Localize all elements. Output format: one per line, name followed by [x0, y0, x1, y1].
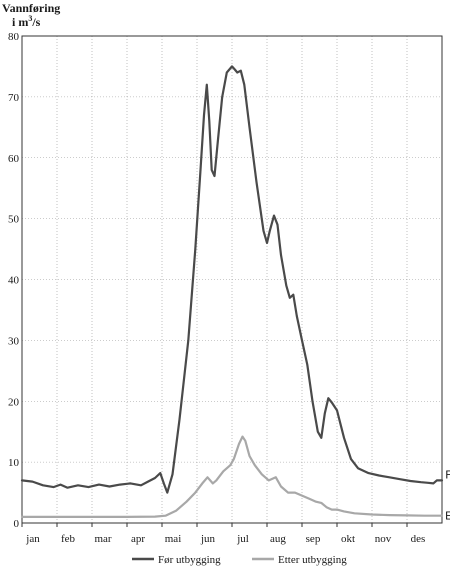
x-tick-label: des [411, 533, 426, 545]
series-end-label: Før [445, 468, 450, 481]
x-tick-label: apr [131, 533, 145, 545]
x-tick-label: feb [61, 533, 76, 545]
y-tick-label: 10 [8, 457, 20, 469]
series-line [20, 435, 444, 518]
x-tick-label: mai [165, 533, 182, 545]
y-tick-label: 0 [14, 518, 20, 530]
y-tick-label: 70 [8, 92, 20, 104]
series [20, 65, 444, 518]
y-tick-label: 60 [8, 153, 20, 165]
legend-label: Før utbygging [158, 554, 221, 566]
x-tick-label: jul [236, 533, 249, 545]
series-end-labels: Før Etter [445, 468, 450, 522]
x-tick-label: aug [270, 533, 286, 545]
y-tick-label: 50 [8, 214, 20, 226]
x-tick-label: jun [200, 533, 216, 545]
legend-label: Etter utbygging [278, 554, 347, 566]
y-axis-title-line1: Vannføring [2, 1, 60, 15]
x-tick-label: jan [25, 533, 40, 545]
x-tick-label: sep [306, 533, 321, 545]
y-tick-label: 20 [8, 396, 20, 408]
y-tick-label: 40 [8, 275, 20, 287]
y-axis-title-line2: i m3/s [12, 14, 41, 29]
y-tick-labels: 0 10 20 30 40 50 60 70 80 [8, 31, 20, 530]
legend: Før utbygging Etter utbygging [132, 554, 347, 566]
x-tick-labels: jan feb mar apr mai jun jul aug sep okt nov des [21, 523, 426, 545]
series-end-label: Etter [445, 510, 450, 523]
x-tick-label: mar [94, 533, 111, 545]
grid [22, 36, 442, 523]
series-line [20, 65, 444, 494]
y-tick-label: 30 [8, 335, 20, 347]
x-tick-label: okt [341, 533, 355, 545]
x-tick-label: nov [375, 533, 392, 545]
y-tick-label: 80 [8, 31, 20, 43]
